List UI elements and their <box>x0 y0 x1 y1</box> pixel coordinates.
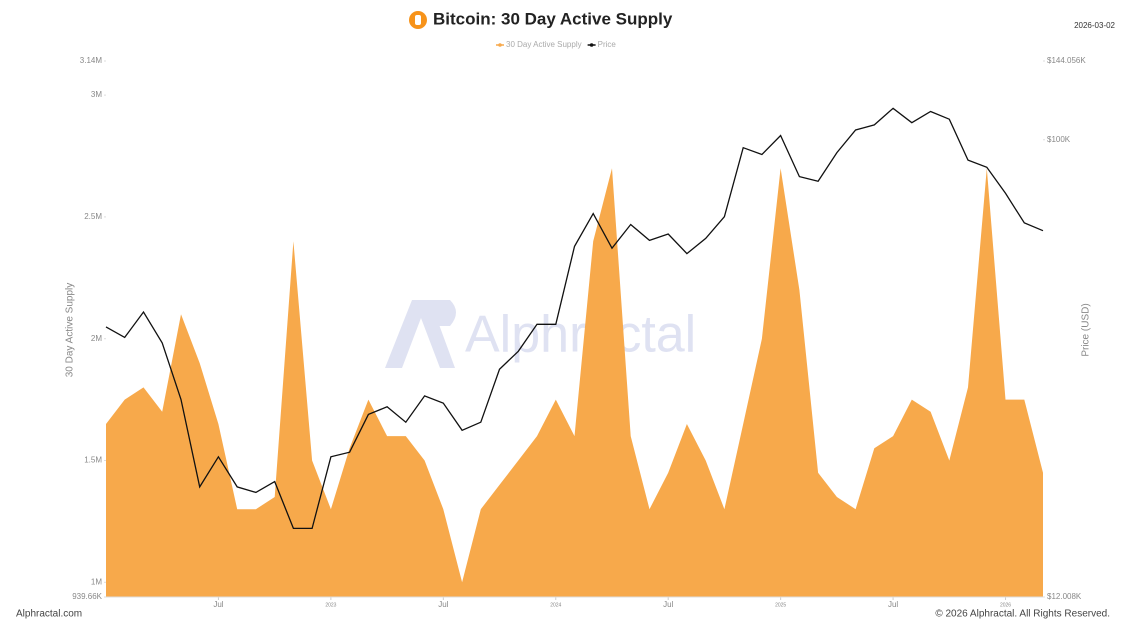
bitcoin-icon-glyph <box>415 15 421 25</box>
x-tick-label: Jul <box>888 600 898 609</box>
y-axis-label: 30 Day Active Supply <box>65 283 76 378</box>
price-line <box>105 107 1044 530</box>
y-tick-label: 1M <box>91 577 102 586</box>
x-tick-label: 2024 <box>550 602 561 608</box>
y2-tick-label: $12.008K <box>1047 592 1082 601</box>
copyright: © 2026 Alphractal. All Rights Reserved. <box>935 609 1110 620</box>
watermark-logo <box>385 300 456 368</box>
x-tick-label: 2026 <box>1000 602 1011 608</box>
x-tick-label: Jul <box>663 600 673 609</box>
y2-axis-label: Price (USD) <box>1081 303 1092 356</box>
legend-dot <box>498 43 502 47</box>
y2-tick-label: $100K <box>1047 135 1071 144</box>
date-label: 2026-03-02 <box>1074 21 1115 30</box>
legend-label: 30 Day Active Supply <box>506 40 582 49</box>
y-tick-label: 2M <box>91 334 102 343</box>
x-tick-label: Jul <box>438 600 448 609</box>
y-tick-label: 3M <box>91 90 102 99</box>
x-tick-label: 2023 <box>325 602 336 608</box>
supply-area <box>106 168 1043 597</box>
legend-dot <box>589 43 594 47</box>
source: Alphractal.com <box>16 609 82 620</box>
x-tick-label: 2025 <box>775 602 786 608</box>
x-tick-label: Jul <box>213 600 223 609</box>
legend-label: Price <box>598 40 617 49</box>
y2-tick-label: $144.056K <box>1047 56 1086 65</box>
y-tick-label: 2.5M <box>84 212 102 221</box>
chart-title: Bitcoin: 30 Day Active Supply <box>433 9 673 28</box>
y-tick-label: 3.14M <box>80 56 103 65</box>
y-tick-label: 939.66K <box>72 592 102 601</box>
y-tick-label: 1.5M <box>84 456 102 465</box>
watermark: Alphractal <box>465 306 696 364</box>
